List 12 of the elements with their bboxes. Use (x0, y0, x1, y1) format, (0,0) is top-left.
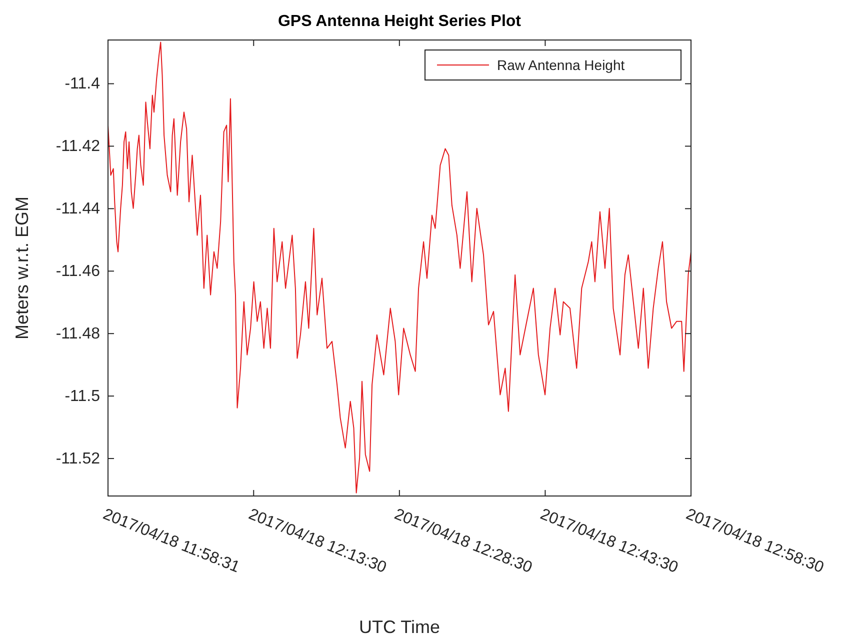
legend-label: Raw Antenna Height (497, 57, 625, 73)
x-axis-title: UTC Time (359, 617, 440, 637)
chart-title: GPS Antenna Height Series Plot (278, 13, 522, 30)
y-tick-label: -11.44 (56, 200, 100, 218)
y-tick-label: -11.46 (56, 263, 100, 280)
y-axis-title: Meters w.r.t. EGM (12, 196, 32, 340)
y-tick-label: -11.48 (56, 326, 100, 343)
y-tick-label: -11.5 (64, 388, 100, 406)
y-tick-label: -11.42 (56, 138, 100, 156)
y-tick-label: -11.52 (56, 450, 100, 468)
y-tick-label: -11.4 (64, 76, 100, 93)
line-series (108, 42, 691, 494)
